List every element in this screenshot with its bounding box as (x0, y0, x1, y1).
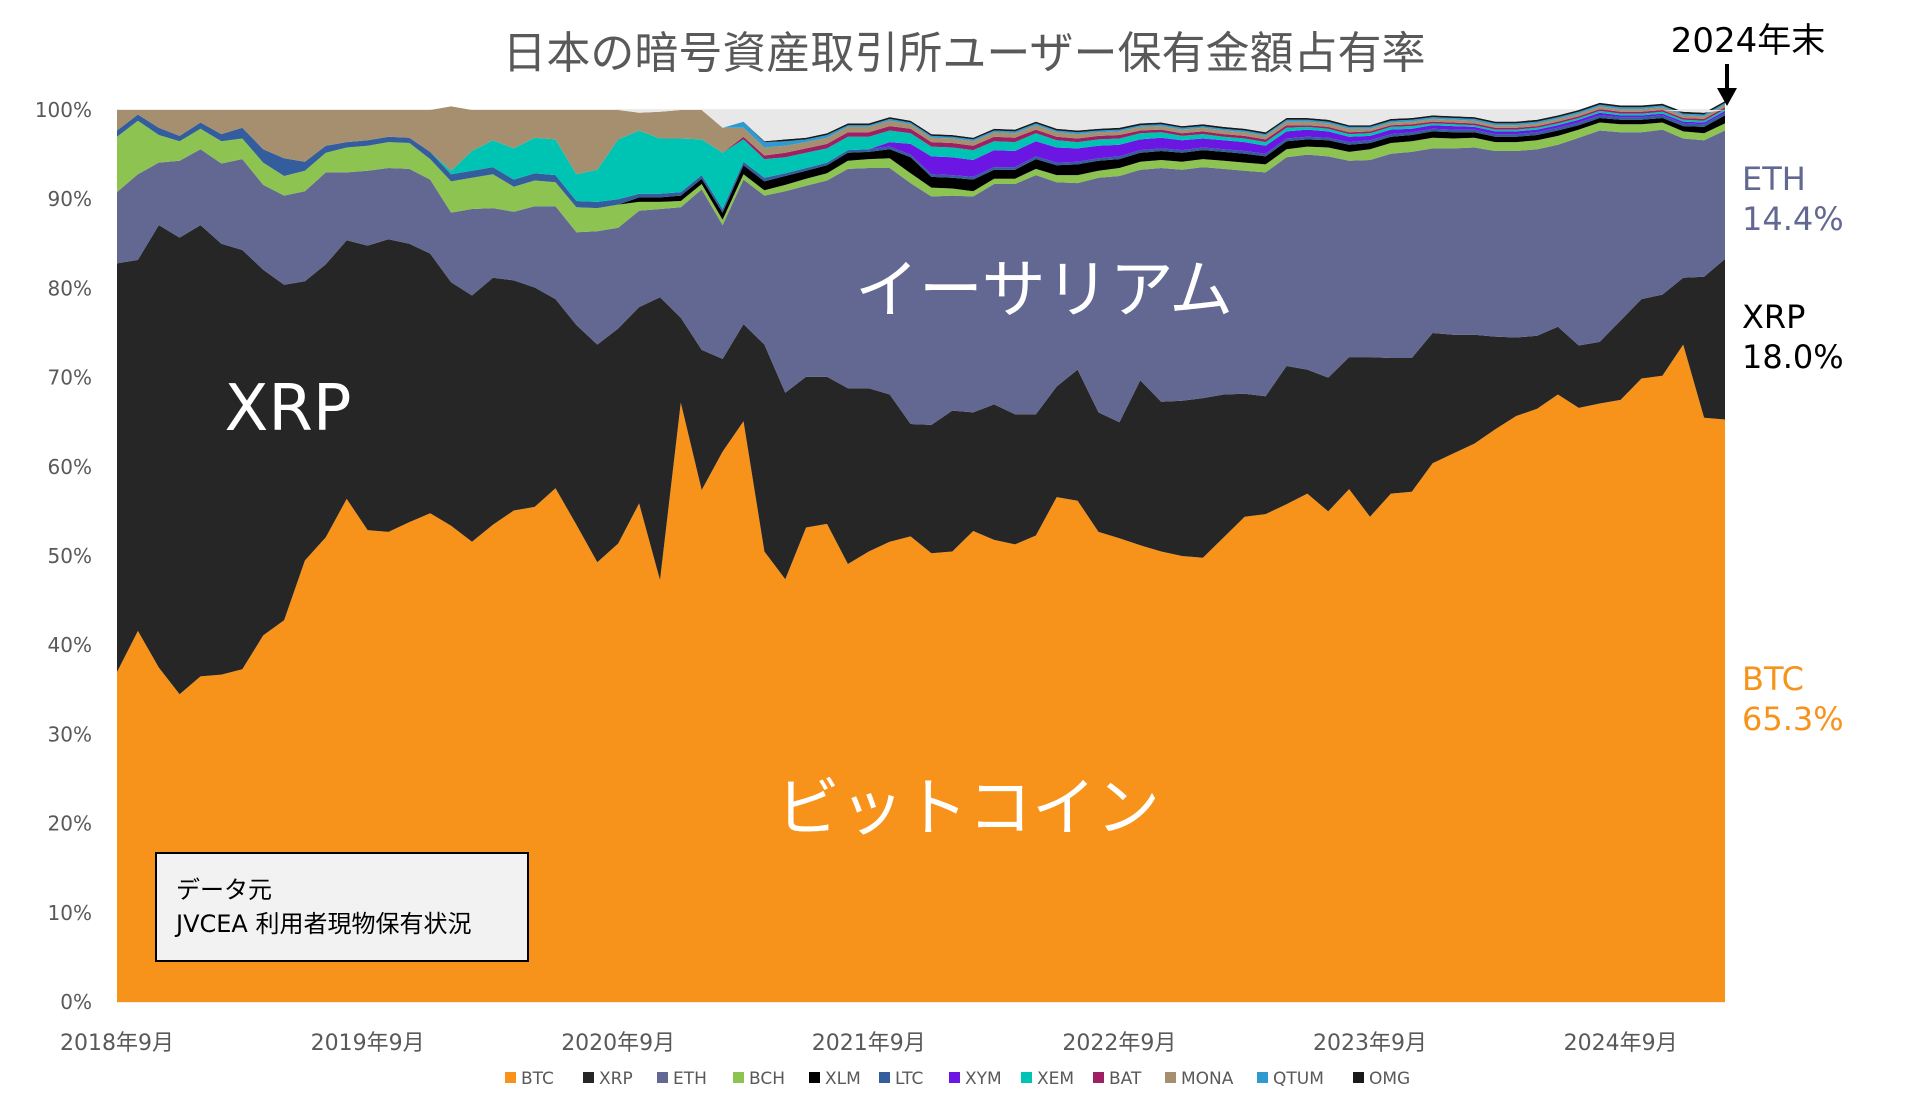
y-tick-label: 0% (60, 990, 92, 1014)
legend-item-ltc: LTC (879, 1069, 923, 1089)
area-mona (117, 104, 1725, 175)
legend-swatch (1257, 1072, 1268, 1083)
legend-label: BTC (521, 1069, 554, 1089)
legend-item-xem: XEM (1021, 1069, 1074, 1089)
legend-swatch (657, 1072, 668, 1083)
x-tick-label: 2024年9月 (1564, 1031, 1678, 1056)
legend-item-xlm: XLM (809, 1069, 861, 1089)
y-tick-label: 80% (48, 276, 92, 300)
end-label-xrp-value: 18.0% (1742, 338, 1844, 376)
area-eth (117, 129, 1725, 425)
legend-swatch (809, 1072, 820, 1083)
area-other (117, 110, 1725, 142)
area-xym (117, 110, 1725, 209)
legend-swatch (879, 1072, 890, 1083)
legend-label: MONA (1181, 1069, 1234, 1089)
legend-swatch (505, 1072, 516, 1083)
legend-label: XLM (825, 1069, 861, 1089)
area-btc (117, 344, 1725, 1003)
y-axis: 0% 10% 20% 30% 40% 50% 60% 70% 80% 90% 100% (35, 98, 92, 1014)
legend-swatch (949, 1072, 960, 1083)
end-label-btc-name: BTC (1742, 660, 1804, 698)
legend-swatch (1093, 1072, 1104, 1083)
legend-label: OMG (1369, 1069, 1410, 1089)
end-label-eth-name: ETH (1742, 160, 1806, 198)
legend-label: XEM (1037, 1069, 1074, 1089)
y-tick-label: 30% (48, 722, 92, 746)
label-xrp: XRP (225, 372, 352, 446)
x-tick-label: 2019年9月 (311, 1031, 425, 1056)
legend-swatch (583, 1072, 594, 1083)
legend-item-xrp: XRP (583, 1069, 633, 1089)
source-line-2: JVCEA 利用者現物保有状況 (174, 910, 471, 938)
legend-item-bat: BAT (1093, 1069, 1142, 1089)
x-tick-label: 2022年9月 (1062, 1031, 1176, 1056)
legend-item-bch: BCH (733, 1069, 785, 1089)
legend-item-qtum: QTUM (1257, 1069, 1324, 1089)
legend-item-omg: OMG (1353, 1069, 1410, 1089)
legend-label: XRP (599, 1069, 633, 1089)
x-tick-label: 2021年9月 (812, 1031, 926, 1056)
legend-label: XYM (965, 1069, 1002, 1089)
marker-label: 2024年末 (1671, 21, 1826, 61)
legend-item-btc: BTC (505, 1069, 554, 1089)
y-tick-label: 10% (48, 901, 92, 925)
x-tick-label: 2018年9月 (60, 1031, 174, 1056)
legend-swatch (1165, 1072, 1176, 1083)
legend-label: QTUM (1273, 1069, 1324, 1089)
area-xrp (117, 225, 1725, 695)
legend-swatch (1021, 1072, 1032, 1083)
source-line-1: データ元 (176, 876, 272, 904)
legend-item-mona: MONA (1165, 1069, 1234, 1089)
x-tick-label: 2020年9月 (561, 1031, 675, 1056)
down-arrow-icon (1717, 64, 1737, 106)
y-tick-label: 40% (48, 633, 92, 657)
legend-label: BCH (749, 1069, 785, 1089)
y-tick-label: 50% (48, 544, 92, 568)
y-tick-label: 100% (35, 98, 92, 122)
legend-label: LTC (895, 1069, 923, 1089)
area-ltc (117, 112, 1725, 213)
y-tick-label: 70% (48, 366, 92, 390)
legend-item-xym: XYM (949, 1069, 1002, 1089)
end-label-btc-value: 65.3% (1742, 700, 1844, 738)
x-axis: 2018年9月 2019年9月 2020年9月 2021年9月 2022年9月 2023年… (60, 1031, 1678, 1056)
legend-swatch (1353, 1072, 1364, 1083)
end-label-eth-value: 14.4% (1742, 200, 1844, 238)
source-box: データ元 JVCEA 利用者現物保有状況 (155, 852, 529, 962)
legend-label: BAT (1109, 1069, 1142, 1089)
series-areas (117, 101, 1725, 1003)
area-bch (117, 120, 1725, 233)
label-btc: ビットコイン (776, 772, 1160, 846)
area-xlm (117, 115, 1725, 220)
legend-item-eth: ETH (657, 1069, 707, 1089)
legend: BTC XRP ETH BCH XLM LTC XYM XEM BAT MONA QTUM OMG (505, 1069, 1410, 1089)
y-tick-label: 60% (48, 455, 92, 479)
legend-label: ETH (673, 1069, 707, 1089)
y-tick-label: 20% (48, 812, 92, 836)
chart-title: 日本の暗号資産取引所ユーザー保有金額占有率 (502, 28, 1425, 79)
legend-swatch (733, 1072, 744, 1083)
label-eth: イーサリアム (855, 254, 1233, 328)
end-label-xrp-name: XRP (1742, 298, 1805, 336)
y-tick-label: 90% (48, 187, 92, 211)
x-tick-label: 2023年9月 (1313, 1031, 1427, 1056)
